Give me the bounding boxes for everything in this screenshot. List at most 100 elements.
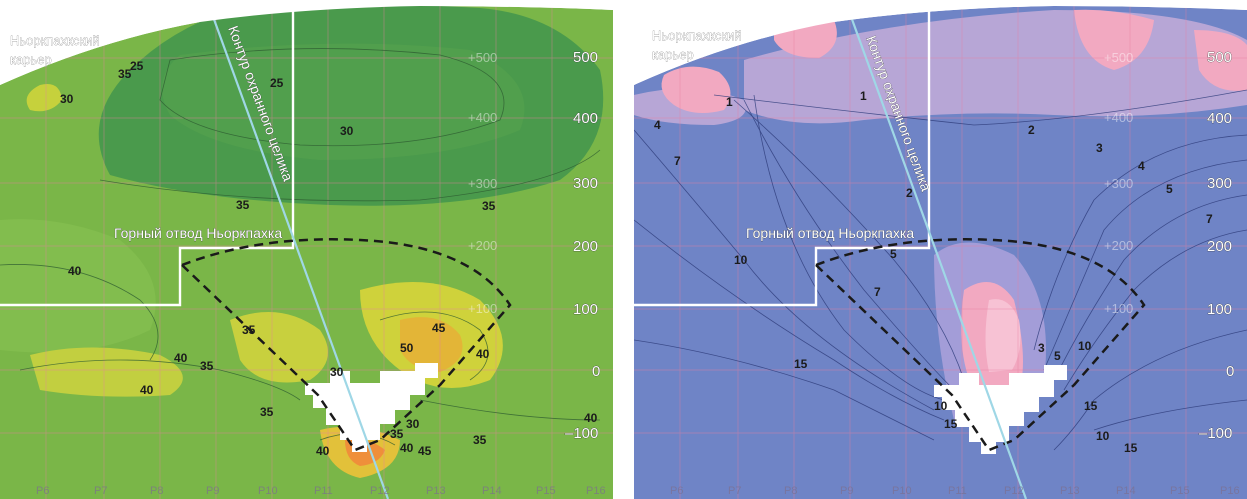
right-map-panel: +500 +400 +300 +200 +100 1 1 2 3 4 5 7 2… [634, 0, 1247, 499]
left-yellow-far-west [30, 347, 183, 397]
right-allotment-label: Горный отвод Ньоркпахка [746, 225, 914, 241]
left-contour-label: 40 [68, 264, 82, 278]
left-x-tick: P16 [586, 485, 606, 497]
left-allotment-boundary [0, 0, 295, 307]
right-y-tick: –100 [1199, 425, 1232, 442]
right-contour-label: 1 [860, 89, 867, 103]
right-contour-label: 5 [1166, 182, 1173, 196]
right-faint-tick: +300 [1104, 176, 1133, 191]
right-x-tick: P9 [840, 485, 853, 497]
right-contour-label: 10 [1096, 429, 1110, 443]
left-contour-label: 40 [140, 383, 154, 397]
left-contour-label: 30 [406, 417, 420, 431]
left-map-panel: +500 +400 +300 +200 +100 25 25 35 30 30 … [0, 0, 613, 499]
left-dark-core [162, 43, 525, 160]
right-contour-label: 3 [1038, 341, 1045, 355]
right-y-tick: 300 [1207, 175, 1232, 192]
right-contour-label: 5 [1054, 349, 1061, 363]
left-contour-label: 30 [330, 365, 344, 379]
left-x-tick: P12 [370, 485, 390, 497]
left-contour-label: 25 [270, 76, 284, 90]
left-quarry-label-2: карьер [10, 52, 52, 67]
right-contour-label: 15 [1084, 399, 1098, 413]
right-contour-label: 10 [934, 399, 948, 413]
right-quarry-label-1: Ньоркпахкский [652, 28, 742, 43]
right-contour-label: 10 [1078, 339, 1092, 353]
left-contour-label: 35 [236, 198, 250, 212]
right-pillar-line [843, 0, 1028, 499]
left-x-tick: P15 [536, 485, 556, 497]
right-quarry-label-2: карьер [652, 47, 694, 62]
left-contour-label: 35 [390, 427, 404, 441]
right-faint-tick: +100 [1104, 301, 1133, 316]
right-contour-map: +500 +400 +300 +200 +100 1 1 2 3 4 5 7 2… [634, 0, 1247, 499]
left-contour-label: 40 [584, 411, 598, 425]
right-pink-pit-core [985, 299, 1021, 372]
left-x-tick: P14 [482, 485, 502, 497]
left-contour-label: 45 [418, 444, 432, 458]
right-y-tick: 100 [1207, 301, 1232, 318]
left-faint-tick: +300 [468, 176, 497, 191]
left-pit-outline [181, 238, 512, 452]
left-yellow-west [230, 312, 328, 383]
left-faint-tick: +100 [468, 301, 497, 316]
right-contour-label: 7 [674, 154, 681, 168]
right-contour-label: 4 [1138, 159, 1145, 173]
right-contour-label: 10 [734, 253, 748, 267]
right-x-tick: P7 [728, 485, 741, 497]
right-contour-label: 2 [1028, 123, 1035, 137]
left-y-tick: 400 [573, 110, 598, 127]
right-faint-tick: +400 [1104, 110, 1133, 125]
right-grid [634, 0, 1247, 499]
right-x-tick: P16 [1220, 485, 1240, 497]
right-contour-label: 15 [794, 357, 808, 371]
left-x-tick: P10 [258, 485, 278, 497]
right-allotment-boundary [634, 0, 931, 307]
right-pink-quarry [661, 66, 731, 114]
left-x-tick: P6 [36, 485, 49, 497]
left-faint-tick: +200 [468, 238, 497, 253]
right-contour-label: 1 [726, 95, 733, 109]
left-faint-tick: +500 [468, 50, 497, 65]
right-contour-label: 15 [1124, 441, 1138, 455]
left-sky [0, 0, 613, 85]
left-grid [0, 0, 613, 499]
left-y-tick: 0 [592, 363, 600, 380]
left-contour-label: 35 [118, 67, 132, 81]
left-x-tick: P11 [314, 485, 333, 497]
right-contour-label: 15 [944, 417, 958, 431]
right-contour-label: 7 [874, 285, 881, 299]
left-x-tick: P8 [150, 485, 163, 497]
left-contour-label: 50 [400, 341, 414, 355]
left-contour-label: 40 [174, 351, 188, 365]
right-y-tick: 500 [1207, 49, 1232, 66]
right-x-tick: P12 [1004, 485, 1024, 497]
right-x-tick: P10 [892, 485, 912, 497]
left-pillar-line [205, 0, 390, 499]
left-allotment-label: Горный отвод Ньоркпахка [114, 225, 282, 241]
left-contour-label: 35 [200, 359, 214, 373]
left-yellow-quarry [26, 84, 63, 112]
right-pit-outline [815, 238, 1146, 452]
right-x-tick: P11 [948, 485, 967, 497]
left-excavation-zone [305, 363, 438, 452]
left-quarry-label-1: Ньоркпахкский [10, 33, 100, 48]
right-pink-north-2 [1074, 9, 1154, 70]
right-x-tick: P6 [670, 485, 683, 497]
right-y-tick: 0 [1226, 363, 1234, 380]
right-contour-label: 2 [906, 186, 913, 200]
right-sky [634, 0, 1247, 85]
right-x-tick: P8 [784, 485, 797, 497]
left-y-tick: 100 [573, 301, 598, 318]
left-y-tick: 200 [573, 238, 598, 255]
left-contour-label: 30 [60, 92, 74, 106]
right-contour-label: 3 [1096, 141, 1103, 155]
right-x-tick: P14 [1116, 485, 1136, 497]
right-contour-label: 4 [654, 118, 661, 132]
left-contour-label: 40 [476, 347, 490, 361]
left-west-zone [0, 219, 156, 353]
left-contour-label: 35 [473, 433, 487, 447]
right-faint-tick: +200 [1104, 238, 1133, 253]
left-contour-label: 35 [482, 199, 496, 213]
right-x-tick: P15 [1170, 485, 1190, 497]
